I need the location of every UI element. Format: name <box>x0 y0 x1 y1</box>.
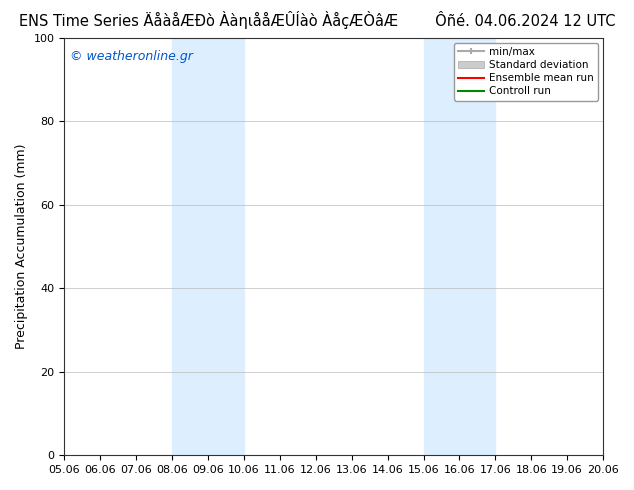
Y-axis label: Precipitation Accumulation (mm): Precipitation Accumulation (mm) <box>15 144 28 349</box>
Bar <box>424 38 495 455</box>
Bar <box>172 38 244 455</box>
Text: ENS Time Series ÄåàåÆÐò ÀàηιååÆÛÍàò ÀåçÆÒâÆ        Ôñé. 04.06.2024 12 UTC: ENS Time Series ÄåàåÆÐò ÀàηιååÆÛÍàò ÀåçÆ… <box>19 11 615 29</box>
Legend: min/max, Standard deviation, Ensemble mean run, Controll run: min/max, Standard deviation, Ensemble me… <box>453 43 598 100</box>
Text: © weatheronline.gr: © weatheronline.gr <box>70 50 193 63</box>
